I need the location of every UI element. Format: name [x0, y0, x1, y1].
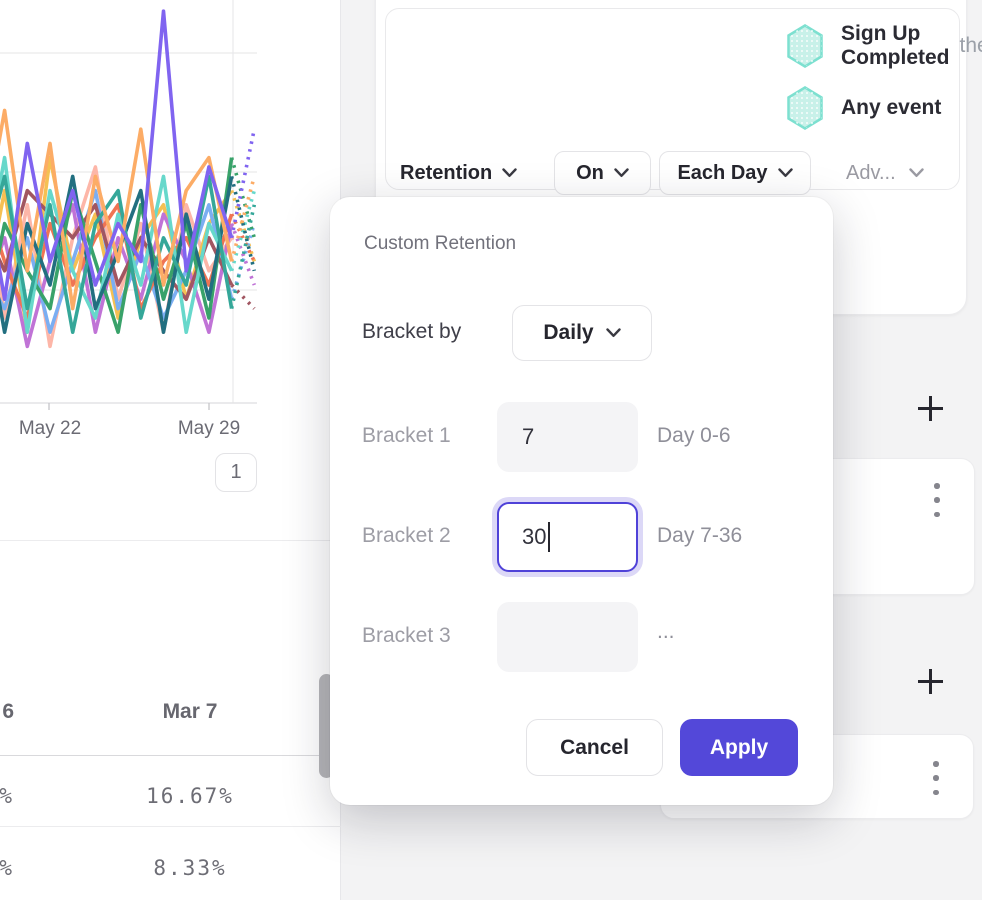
on-label: On: [576, 161, 604, 184]
add-report-button[interactable]: [915, 666, 945, 696]
step-suffix: then: [959, 34, 982, 57]
text-caret: [548, 522, 551, 552]
left-report-panel: May 22 May 29 1 6 Mar 7 % 16.67% % 8.33%: [0, 0, 341, 900]
table-row-divider: [0, 826, 341, 827]
table-cell-value: 8.33%: [153, 856, 227, 880]
custom-retention-modal: Custom Retention Bracket by Daily Bracke…: [330, 197, 833, 805]
add-report-button[interactable]: [915, 393, 945, 423]
step-event-name: Sign Up Completed: [841, 22, 950, 69]
modal-title: Custom Retention: [364, 233, 517, 254]
measure-label: Retention: [400, 161, 493, 184]
plus-icon: [917, 668, 943, 694]
bracket-1-value: 7: [522, 424, 535, 449]
advanced-label: Adv...: [846, 161, 896, 184]
pagination-page-1[interactable]: 1: [215, 453, 257, 492]
bracket-2-value: 30: [522, 524, 547, 549]
bracket-3-range: ...: [657, 620, 675, 643]
bracket-by-dropdown[interactable]: Daily: [512, 305, 652, 361]
table-cell-clipped: %: [0, 784, 14, 808]
card-menu-button[interactable]: [922, 761, 950, 795]
apply-button[interactable]: Apply: [680, 719, 798, 776]
x-tick-label-may22: May 22: [18, 418, 82, 439]
bracket-by-label: Bracket by: [362, 320, 462, 343]
query-steps-card: Sign Up Completed then Any event Retenti…: [385, 8, 982, 195]
event-hexagon-icon: [787, 86, 823, 130]
query-step-row[interactable]: Any event: [841, 94, 941, 122]
event-hexagon-icon: [787, 24, 823, 68]
table-header-clipped: 6: [2, 700, 14, 723]
table-cell-value: 16.67%: [146, 784, 234, 808]
bracket-2-input[interactable]: 30: [497, 502, 638, 572]
bracket-1-range: Day 0-6: [657, 424, 731, 447]
bracket-1-label: Bracket 1: [362, 424, 451, 447]
card-menu-button[interactable]: [923, 483, 951, 517]
chevron-down-icon: [777, 168, 793, 178]
bracket-3-label: Bracket 3: [362, 624, 451, 647]
interval-dropdown[interactable]: Each Day: [659, 151, 811, 195]
interval-label: Each Day: [677, 161, 768, 184]
table-header-mar7: Mar 7: [162, 700, 218, 723]
on-dropdown[interactable]: On: [554, 151, 651, 195]
bracket-2-label: Bracket 2: [362, 524, 451, 547]
x-tick-label-may29: May 29: [177, 418, 241, 439]
step-event-name: Any event: [841, 96, 942, 119]
retention-chart-lines: [0, 9, 257, 349]
query-step-row[interactable]: Sign Up Completed then: [841, 22, 982, 69]
measure-dropdown[interactable]: Retention: [400, 151, 517, 195]
chevron-down-icon: [614, 168, 629, 178]
bracket-by-value: Daily: [543, 321, 594, 344]
cancel-button[interactable]: Cancel: [526, 719, 663, 776]
bracket-2-range: Day 7-36: [657, 524, 743, 547]
table-cell-clipped: %: [0, 856, 14, 880]
x-axis-ticks: [48, 403, 210, 410]
chevron-down-icon: [605, 328, 621, 338]
advanced-dropdown[interactable]: Adv...: [846, 151, 924, 195]
chevron-down-icon: [908, 168, 924, 178]
bracket-1-input[interactable]: 7: [497, 402, 638, 472]
table-header-underline: [0, 755, 341, 756]
bracket-3-input[interactable]: [497, 602, 638, 672]
retention-line-chart: [0, 0, 257, 410]
panel-divider: [0, 540, 341, 541]
plus-icon: [917, 395, 943, 421]
chevron-down-icon: [502, 168, 517, 178]
